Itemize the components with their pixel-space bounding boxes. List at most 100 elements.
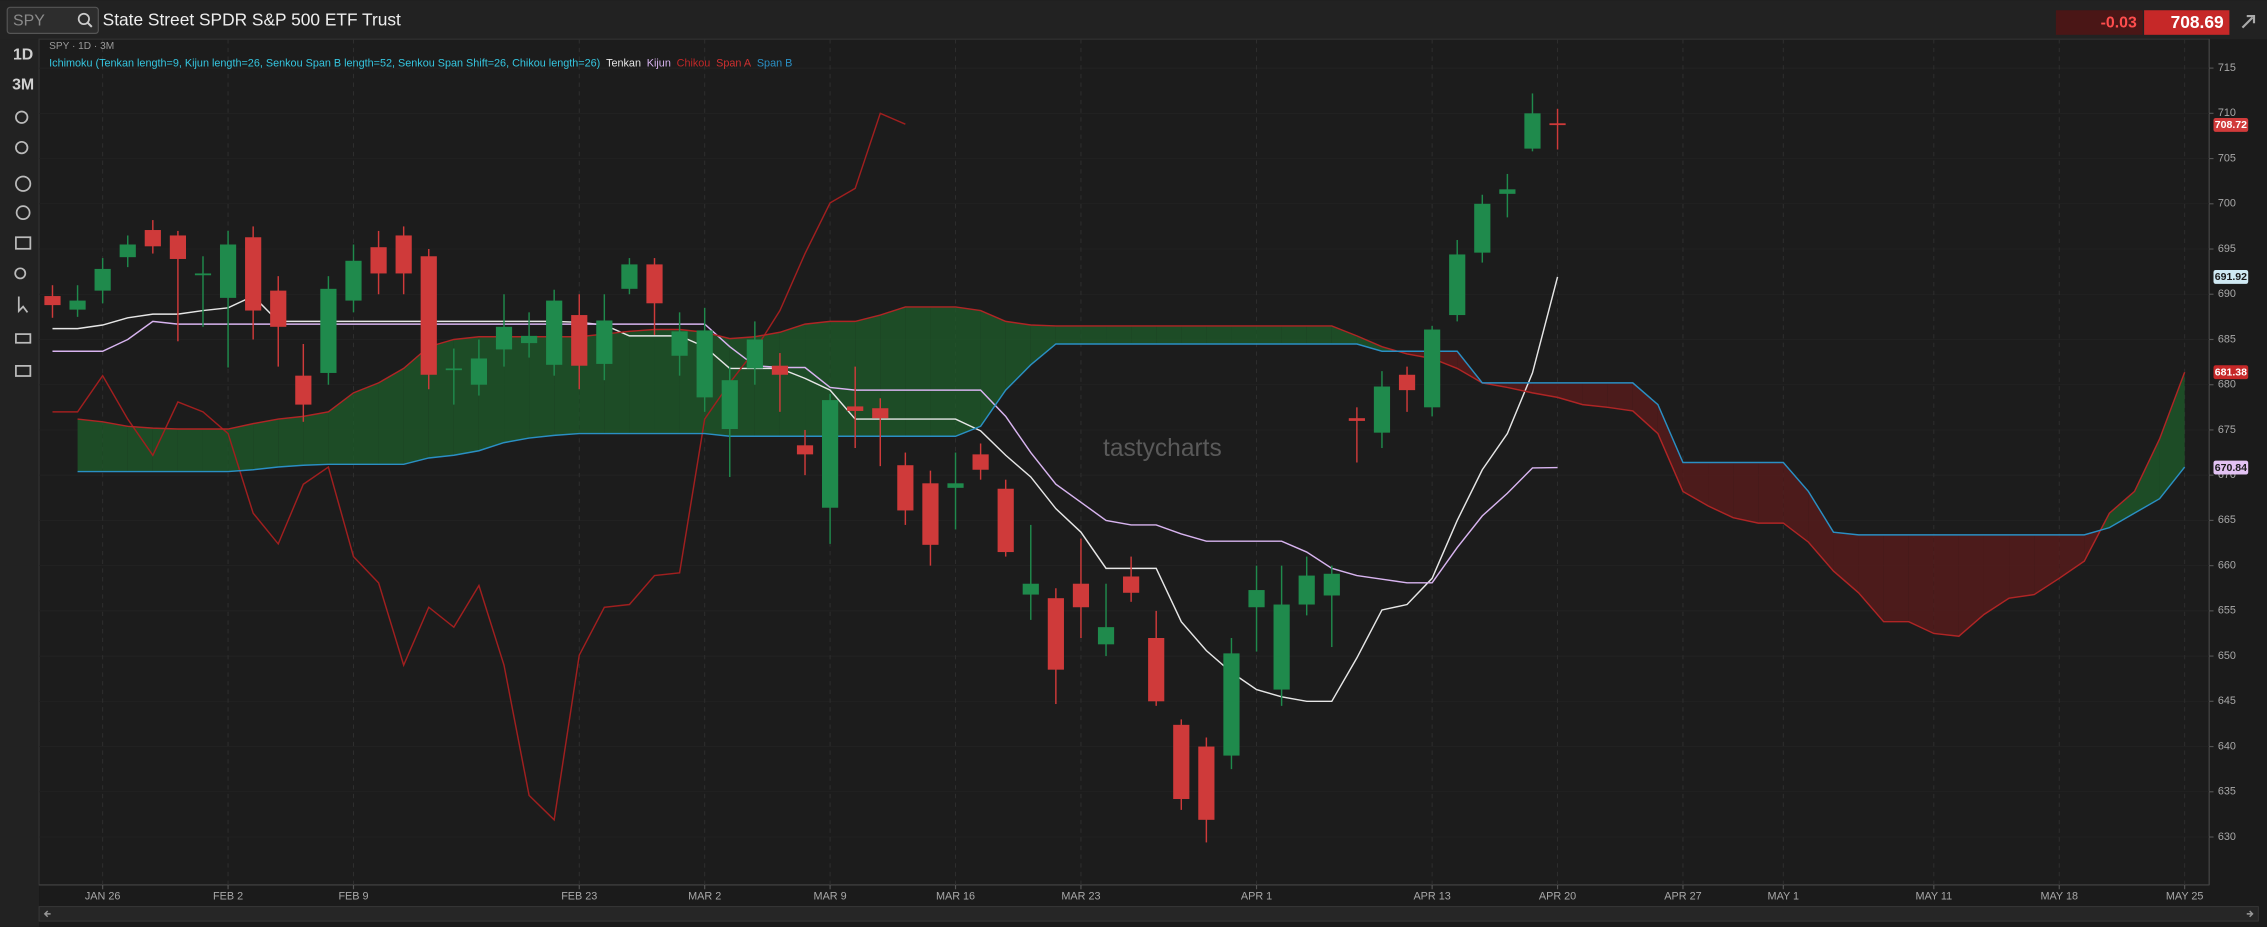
symbol-search[interactable] xyxy=(6,6,99,34)
axes: 6306356406456506556606656706756806856906… xyxy=(85,62,2249,902)
cloud-segment xyxy=(1055,325,1081,345)
cloud-segment xyxy=(403,346,429,465)
cloud-segment xyxy=(2109,491,2135,528)
candle-body xyxy=(972,454,989,470)
candle-body xyxy=(1022,583,1039,595)
legend-item: Span B xyxy=(757,58,793,70)
candles xyxy=(44,93,1566,843)
candle-body xyxy=(219,244,237,298)
y-tick-label: 640 xyxy=(2218,740,2236,752)
candle-body xyxy=(1373,386,1391,433)
cloud-segment xyxy=(779,324,806,437)
legend-item: Span A xyxy=(716,58,752,70)
candle-body xyxy=(1173,724,1190,800)
price-tag xyxy=(2213,460,2249,475)
candle-body xyxy=(897,465,914,511)
last-price-box xyxy=(2144,10,2230,35)
cloud-segment xyxy=(1306,325,1332,345)
cloud-segment xyxy=(278,416,304,468)
x-tick-label: FEB 2 xyxy=(213,890,243,902)
indicators-icon[interactable] xyxy=(15,175,32,192)
legend-item: Kijun xyxy=(647,58,671,70)
candle-body xyxy=(671,331,688,356)
tool-icons xyxy=(14,110,32,377)
candle-body xyxy=(270,290,287,327)
candle-body xyxy=(1123,576,1140,593)
price-tag-label: 681.38 xyxy=(2215,366,2247,378)
y-tick-label: 635 xyxy=(2218,786,2236,798)
candle-body xyxy=(245,237,262,311)
open-icon[interactable] xyxy=(15,365,32,377)
cloud-segment xyxy=(1958,534,1984,637)
indicator-line xyxy=(77,343,2186,536)
candle-body xyxy=(320,288,337,373)
candle-body xyxy=(1097,627,1115,645)
x-tick-label: MAY 25 xyxy=(2166,890,2204,902)
candle-body xyxy=(69,300,86,310)
legend-item: Tenkan xyxy=(606,58,641,70)
candle-body xyxy=(1348,418,1365,421)
search-icon[interactable] xyxy=(77,12,90,25)
candle-body xyxy=(1549,123,1566,126)
chart-subtitle: SPY · 1D · 3M xyxy=(49,41,114,52)
interval-button[interactable]: 1D xyxy=(13,46,33,63)
chart-style-icon[interactable] xyxy=(15,236,32,250)
candle-body xyxy=(420,256,437,375)
price-tag xyxy=(2213,269,2249,284)
cloud-segment xyxy=(1030,325,1056,365)
candle-body xyxy=(94,268,111,291)
cloud-segment xyxy=(955,306,981,437)
legend-item: Ichimoku (Tenkan length=9, Kijun length=… xyxy=(49,58,600,70)
scrollbar[interactable] xyxy=(38,906,2259,922)
layout-icon[interactable] xyxy=(15,333,32,344)
symbol-input[interactable]: SPY xyxy=(13,12,45,29)
candle-body xyxy=(997,488,1014,553)
popout-icon[interactable] xyxy=(2241,14,2256,29)
cloud-segment xyxy=(1582,382,1608,408)
y-tick-label: 710 xyxy=(2218,107,2236,119)
y-tick-label: 645 xyxy=(2218,695,2236,707)
cloud-segment xyxy=(1507,382,1533,393)
scroll-right[interactable] xyxy=(2246,910,2254,918)
cloud-segment xyxy=(1758,462,1784,524)
x-tick-label: FEB 9 xyxy=(338,890,368,902)
candle-body xyxy=(395,235,412,274)
candle-body xyxy=(520,335,538,344)
candle-body xyxy=(771,365,789,375)
cloud-segment xyxy=(453,336,479,456)
legend: Ichimoku (Tenkan length=9, Kijun length=… xyxy=(49,58,792,70)
cloud-segment xyxy=(378,368,404,465)
cloud-segment xyxy=(1833,532,1859,593)
cloud-segment xyxy=(1632,382,1658,434)
cloud-segment xyxy=(1080,325,1107,345)
cloud-segment xyxy=(303,411,329,466)
cloud-segment xyxy=(1883,534,1909,622)
price-tag-label: 708.72 xyxy=(2215,119,2247,131)
price-tag xyxy=(2213,117,2249,132)
watermark: tastycharts xyxy=(1103,435,1222,462)
candle-body xyxy=(1449,254,1466,316)
settings-icon[interactable] xyxy=(14,267,27,280)
cursor-icon[interactable] xyxy=(17,296,29,314)
candle-body xyxy=(470,358,488,385)
cloud-segment xyxy=(1005,321,1031,391)
candle-body xyxy=(1047,598,1064,670)
indicator-line xyxy=(52,112,906,822)
candle-body xyxy=(1298,575,1315,605)
range-button[interactable]: 3M xyxy=(12,77,34,94)
scroll-left[interactable] xyxy=(43,910,51,918)
cloud-segment xyxy=(2134,438,2160,514)
candle-body xyxy=(295,375,312,405)
price-tag-label: 670.84 xyxy=(2215,462,2247,474)
candle-body xyxy=(822,400,839,508)
studies-icon[interactable] xyxy=(15,205,31,221)
zoom-in-icon[interactable] xyxy=(15,110,29,124)
cloud-segment xyxy=(1331,325,1357,345)
zoom-out-icon[interactable] xyxy=(15,140,29,155)
x-tick-label: MAY 11 xyxy=(1915,890,1952,902)
cloud-segment xyxy=(152,428,178,472)
y-tick-label: 660 xyxy=(2218,559,2236,571)
cloud-segment xyxy=(2159,372,2185,499)
y-tick-label: 680 xyxy=(2218,379,2236,391)
